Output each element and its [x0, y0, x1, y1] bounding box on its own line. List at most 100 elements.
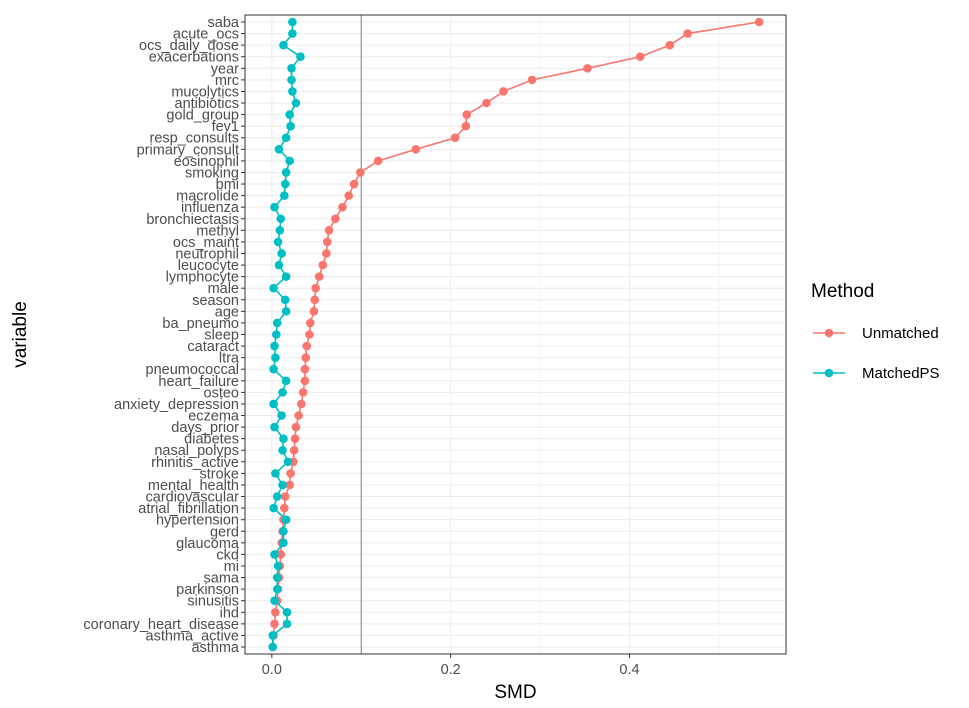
y-tick-label: neutrophil	[175, 246, 239, 262]
point-matchedps-neutrophil	[277, 249, 286, 258]
point-unmatched-smoking	[356, 168, 365, 177]
y-tick-label: macrolide	[176, 189, 239, 205]
y-tick-label: mucolytics	[171, 84, 239, 100]
point-unmatched-macrolide	[344, 191, 354, 200]
y-tick-label: smoking	[185, 165, 239, 181]
point-unmatched-season	[310, 295, 320, 305]
point-matchedps-mrc	[287, 75, 296, 85]
point-matchedps-methyl	[275, 226, 285, 235]
grid-lines	[245, 15, 786, 654]
point-unmatched-coronary_heart_disease	[270, 619, 279, 629]
point-matchedps-nasal_polyps	[278, 445, 287, 455]
point-unmatched-bmi	[349, 179, 359, 189]
y-tick-label: methyl	[196, 223, 239, 239]
point-matchedps-pneumococcal	[269, 364, 278, 374]
point-matchedps-gerd	[279, 526, 288, 536]
point-unmatched-primary_consult	[411, 145, 421, 154]
y-tick-label: season	[192, 293, 239, 309]
point-unmatched-eczema	[294, 411, 303, 420]
point-matchedps-heart_failure	[281, 376, 291, 386]
y-tick-label: influenza	[181, 200, 240, 216]
point-unmatched-cataract	[302, 341, 312, 351]
point-matchedps-fev1	[286, 121, 295, 131]
point-matchedps-influenza	[270, 202, 279, 212]
point-unmatched-ckd	[276, 550, 286, 559]
point-unmatched-ihd	[271, 607, 280, 617]
point-unmatched-heart_failure	[300, 376, 310, 386]
point-matchedps-sleep	[271, 330, 281, 339]
y-tick-label: gerd	[210, 524, 239, 540]
point-matchedps-days_prior	[270, 422, 279, 432]
y-tick-label: coronary_heart_disease	[83, 617, 239, 633]
y-tick-label: mrc	[215, 73, 239, 89]
point-matchedps-exacerbations	[296, 52, 305, 62]
point-unmatched-fev1	[461, 121, 471, 131]
y-tick-label: ckd	[216, 547, 239, 563]
point-unmatched-ocs_daily_dose	[665, 40, 675, 50]
point-matchedps-smoking	[281, 168, 291, 177]
y-tick-label: parkinson	[176, 582, 239, 598]
y-tick-label: diabetes	[184, 432, 239, 448]
point-unmatched-mrc	[527, 75, 537, 85]
point-unmatched-anxiety_depression	[297, 399, 306, 409]
y-tick-label: sleep	[204, 328, 239, 344]
point-unmatched-eosinophil	[373, 156, 383, 166]
y-tick-label: resp_consults	[150, 131, 239, 147]
point-matchedps-mental_health	[278, 480, 287, 490]
point-unmatched-exacerbations	[635, 52, 645, 62]
point-matchedps-asthma_active	[268, 631, 278, 640]
y-tick-label: stroke	[200, 466, 240, 482]
point-unmatched-osteo	[298, 388, 308, 397]
point-unmatched-pneumococcal	[300, 364, 310, 374]
y-tick-label: gold_group	[166, 108, 239, 124]
point-matchedps-primary_consult	[274, 145, 284, 154]
point-matchedps-resp_consults	[281, 133, 291, 143]
y-tick-label: osteo	[204, 385, 239, 401]
point-matchedps-bronchiectasis	[276, 214, 286, 224]
point-unmatched-ltra	[301, 353, 311, 362]
point-matchedps-cataract	[270, 341, 279, 351]
point-matchedps-asthma	[268, 642, 278, 652]
point-matchedps-stroke	[271, 469, 280, 478]
point-matchedps-antibiotics	[291, 98, 301, 108]
point-matchedps-mucolytics	[288, 87, 297, 96]
point-unmatched-leucocyte	[318, 260, 328, 270]
point-unmatched-atrial_fibrillation	[280, 503, 289, 513]
x-tick-label: 0.4	[619, 662, 639, 678]
point-matchedps-ckd	[270, 550, 279, 559]
y-tick-label: male	[208, 281, 239, 297]
point-unmatched-mucolytics	[499, 87, 508, 96]
point-unmatched-diabetes	[290, 434, 300, 443]
legend-label-matchedps: MatchedPS	[862, 365, 940, 382]
y-tick-label: acute_ocs	[173, 27, 239, 43]
y-tick-label: bmi	[216, 177, 239, 193]
point-matchedps-ltra	[271, 353, 280, 362]
point-unmatched-stroke	[286, 469, 295, 478]
point-unmatched-lymphocyte	[314, 272, 324, 281]
point-matchedps-lymphocyte	[281, 272, 291, 281]
point-unmatched-influenza	[338, 202, 347, 212]
point-unmatched-ba_pneumo	[305, 318, 315, 328]
y-tick-label: exacerbations	[149, 50, 239, 66]
legend-label-unmatched: Unmatched	[862, 325, 939, 342]
y-tick-label: ocs_maint	[173, 235, 239, 251]
point-matchedps-macrolide	[280, 191, 289, 200]
y-tick-label: asthma	[191, 640, 239, 656]
y-tick-label: glaucoma	[176, 536, 240, 552]
point-matchedps-anxiety_depression	[269, 399, 278, 409]
x-tick-labels: 0.0 0.2 0.4	[262, 654, 640, 678]
x-axis-title: SMD	[494, 682, 536, 703]
y-tick-label: year	[211, 61, 239, 77]
point-unmatched-mental_health	[285, 480, 295, 490]
y-tick-label: saba	[208, 15, 240, 31]
y-tick-label: heart_failure	[158, 374, 239, 390]
y-tick-label: rhinitis_active	[151, 455, 239, 471]
y-tick-label: ba_pneumo	[162, 316, 239, 332]
point-unmatched-gold_group	[462, 110, 472, 119]
y-tick-label: asthma_active	[146, 628, 240, 644]
point-matchedps-cardiovascular	[272, 492, 282, 501]
y-tick-label: ihd	[220, 605, 239, 621]
point-unmatched-age	[309, 307, 319, 316]
point-matchedps-bmi	[280, 179, 290, 189]
